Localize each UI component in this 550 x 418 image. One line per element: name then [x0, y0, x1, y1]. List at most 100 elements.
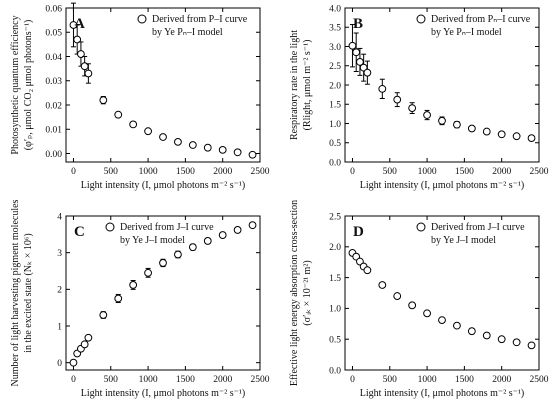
panel-b-y-tick-label: 0.0 [329, 158, 341, 168]
panel-a-y-axis-label-line2: (φ′ₚ, μmol CO₂ μmol photons⁻¹) [23, 20, 34, 151]
panel-c-x-tick-label: 0 [71, 375, 76, 385]
panel-a-data-point [84, 69, 93, 78]
panel-d-data-point [512, 338, 521, 347]
panel-a-data-point [159, 133, 167, 141]
panel-b-data-point [527, 134, 536, 143]
panel-d-legend-line2: by Ye J–I model [431, 235, 496, 246]
panel-c-x-tick-label: 1500 [176, 375, 195, 385]
panel-b-data-point [467, 124, 476, 133]
panel-d-y-tick-label: 1.5 [329, 274, 341, 284]
panel-a-data-point [203, 143, 212, 152]
panel-d-x-axis-label: Light intensity (I, μmol photons m⁻² s⁻¹… [360, 388, 524, 399]
panel-a-y-tick-label: 0.03 [45, 77, 62, 87]
panel-d-y-tick-label: 0.5 [329, 336, 341, 346]
panel-b-legend-line1: Derived from Pₙ–I curve [431, 14, 531, 25]
panel-a-plot-frame [65, 7, 261, 163]
panel-b-x-tick-label: 500 [383, 167, 398, 177]
panel-d-data-point [467, 327, 476, 336]
panel-a-data-point [99, 96, 108, 105]
panel-b-y-tick-label: 1.5 [329, 101, 341, 111]
panel-b-data-point [453, 120, 461, 129]
panel-a: 0 500 1000 1500 2000 2500 0.00 0.01 0.02 0.03 0.04… [10, 2, 270, 191]
panel-c-y-tick-label: 0 [57, 359, 62, 369]
panel-c-y-tick-label: 3 [57, 249, 62, 259]
panel-a-y-tick-label: 0.02 [45, 101, 62, 111]
panel-d-data-point [497, 335, 506, 344]
panel-c-legend-line2: by Ye J–I model [120, 235, 185, 246]
panel-c-data-point [69, 358, 78, 367]
panel-a-data-point [129, 120, 138, 129]
panel-a-x-tick-label: 1500 [176, 167, 195, 177]
panel-a-y-tick-label: 0.00 [45, 150, 62, 160]
panel-d-data-point [453, 321, 461, 330]
panel-c-data-point [80, 340, 89, 349]
panel-b-legend-marker [416, 14, 426, 24]
panel-b-data-point [497, 130, 506, 139]
panel-d-x-tick-label: 500 [383, 375, 398, 385]
panel-a-x-tick-label: 2500 [251, 167, 270, 177]
panel-a-legend-line2: by Ye Pₙ–I model [152, 27, 223, 38]
panel-b-y-tick-label: 2.5 [329, 62, 341, 72]
panel-b-y-tick-label: 2.0 [329, 81, 341, 91]
panel-d-letter: D [353, 224, 364, 240]
panel-c-data-point [188, 243, 197, 252]
panel-d-data-point [393, 292, 402, 300]
panel-a-data-point [144, 127, 152, 136]
panel-b-y-tick-label: 4.0 [329, 4, 341, 14]
panel-d-data-point [527, 341, 536, 350]
panel-d-legend-line1: Derived from J–I curve [431, 222, 525, 233]
panel-d-y-tick-label: 2.0 [329, 243, 341, 253]
panel-c-y-axis-label-line1: Number of light harvesting pigment molec… [10, 199, 21, 386]
panel-d-x-tick-label: 1500 [455, 375, 474, 385]
panel-c-data-point [129, 281, 138, 289]
panel-b-x-tick-label: 2500 [530, 167, 549, 177]
panel-d-data-point [363, 266, 372, 275]
panel-c-data-point [248, 221, 257, 230]
panel-c-data-point [114, 294, 123, 303]
panel-a-x-tick-label: 1000 [139, 167, 158, 177]
panel-c-data-point [99, 311, 108, 319]
panel-a-letter: A [74, 16, 85, 32]
panel-a-x-tick-label: 500 [104, 167, 119, 177]
panel-a-y-tick-label: 0.04 [45, 53, 62, 63]
panel-d-y-tick-label: 0.0 [329, 366, 341, 376]
panel-b-data-point [423, 111, 431, 119]
panel-c-y-axis-label: Number of light harvesting pigment molec… [10, 199, 34, 386]
panel-b-x-tick-label: 1000 [418, 167, 437, 177]
panel-b-letter: B [353, 16, 363, 32]
panel-a-y-tick-label: 0.05 [45, 29, 62, 39]
panel-d-y-tick-label: 1.0 [329, 305, 341, 315]
panel-c-y-axis-label-line2: in the excited state (Nₖ × 10⁶) [23, 233, 34, 352]
panel-b-data-point [438, 116, 446, 125]
panel-d-x-tick-label: 1000 [418, 375, 437, 385]
panel-b-data-point [378, 84, 387, 93]
panel-b-x-tick-label: 0 [350, 167, 355, 177]
panel-c-letter: C [74, 224, 85, 240]
panel-d-y-axis-label-line1: Effective light energy absorption cross-… [289, 200, 300, 386]
panel-a-data-point [174, 137, 182, 146]
panel-d-y-axis-label-line2: (σ′ᵢₖ × 10⁻²¹ m²) [302, 260, 313, 325]
panel-c-x-tick-label: 500 [104, 375, 119, 385]
panel-c-data-point [144, 268, 152, 277]
panel-b-x-tick-label: 2000 [492, 167, 511, 177]
panel-c-x-tick-label: 1000 [139, 375, 158, 385]
panel-c-legend-line1: Derived from J–I curve [120, 222, 214, 233]
panel-c-data-point [84, 333, 93, 342]
panel-d-data-point [482, 331, 491, 340]
panel-a-x-tick-label: 0 [71, 167, 76, 177]
panel-d-data-point [378, 281, 387, 289]
panel-a-data-point [233, 148, 242, 157]
panel-b-y-tick-label: 3.5 [329, 24, 341, 34]
panel-a-x-axis-label: Light intensity (I, μmol photons m⁻² s⁻¹… [81, 180, 245, 191]
panel-c-y-tick-label: 2 [57, 286, 62, 296]
panel-b-data-point [512, 132, 521, 141]
panel-a-data-point [114, 110, 123, 119]
panel-b-y-axis-label-line1: Respiratory rate in the light [289, 30, 300, 140]
panel-d: 0 500 1000 1500 2000 2500 0.0 0.5 1.0 1.5 2.0 2.5 Li… [289, 200, 549, 399]
panel-a-x-tick-label: 2000 [213, 167, 232, 177]
panel-b-y-axis-label: Respiratory rate in the light (Rlight, μm… [289, 30, 313, 140]
panel-d-data-point [438, 316, 446, 325]
panel-d-y-axis-label: Effective light energy absorption cross-… [289, 200, 313, 386]
panel-a-data-point [218, 145, 227, 154]
panel-a-data-point [248, 150, 257, 159]
